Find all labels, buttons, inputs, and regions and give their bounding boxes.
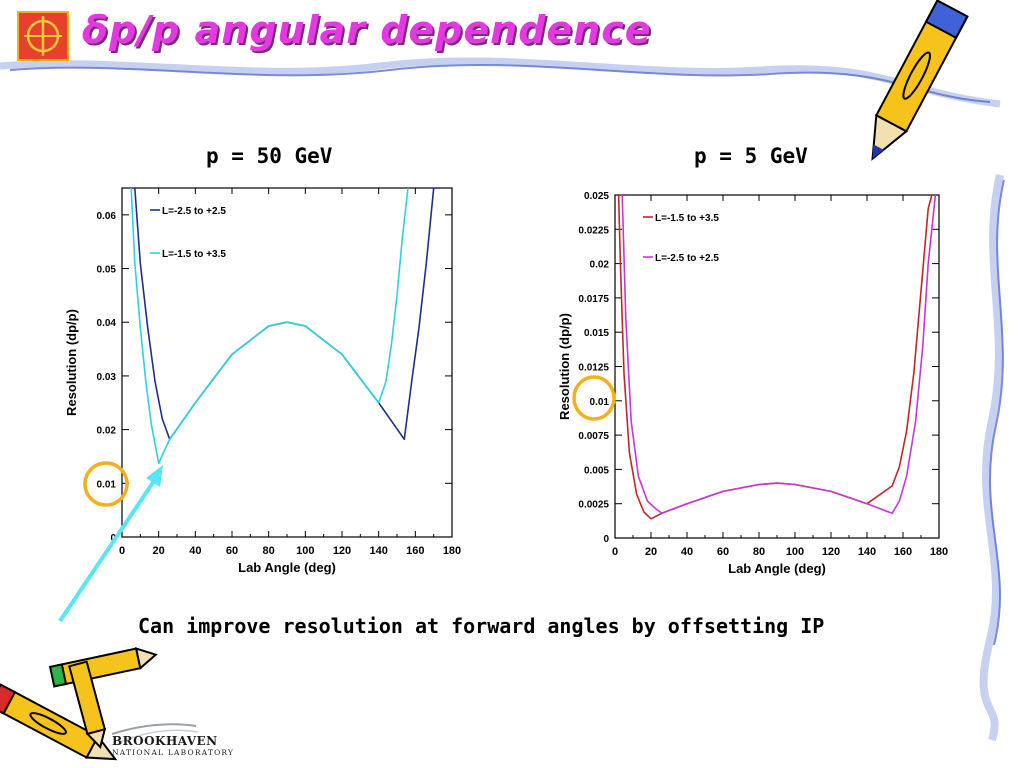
chart-2-title: p = 5 GeV [694, 144, 808, 168]
highlight-circle-left [83, 461, 129, 507]
x-tick-label: 180 [443, 545, 461, 557]
slide-title: δp/p angular dependence [82, 8, 652, 52]
series-line-2 [621, 195, 937, 515]
y-tick-label: 0.0225 [578, 225, 609, 236]
slide-caption: Can improve resolution at forward angles… [138, 614, 825, 638]
x-tick-label: 20 [153, 545, 165, 557]
legend-label: L=-1.5 to +3.5 [655, 213, 719, 224]
phenix-logo-icon [17, 11, 69, 61]
x-tick-label: 100 [296, 545, 314, 557]
annotation-arrowhead [146, 465, 163, 487]
x-tick-label: 180 [930, 546, 948, 558]
y-tick-label: 0.03 [97, 372, 117, 383]
top-ribbon-accent [9, 64, 991, 103]
brookhaven-logo-icon [111, 723, 197, 735]
x-tick-label: 0 [612, 546, 618, 558]
right-ribbon-accent [989, 179, 1005, 646]
pencil-icon [871, 0, 969, 161]
y-tick-label: 0.0125 [578, 363, 609, 374]
x-tick-label: 160 [894, 546, 912, 558]
x-tick-label: 140 [858, 546, 876, 558]
x-tick-label: 120 [333, 545, 351, 557]
lab-subtitle: NATIONAL LABORATORY [112, 748, 235, 757]
y-tick-label: 0.005 [584, 465, 609, 476]
series-line-2 [130, 188, 409, 465]
x-tick-label: 60 [717, 546, 729, 558]
x-tick-label: 60 [226, 545, 238, 557]
y-tick-label: 0.015 [584, 328, 609, 339]
right-ribbon [979, 174, 1004, 742]
highlight-circle-right [572, 375, 616, 421]
crossed-pencils-icon [0, 647, 158, 761]
chart-1-title: p = 50 GeV [206, 144, 333, 168]
x-tick-label: 0 [119, 545, 125, 557]
y-tick-label: 0.04 [97, 318, 117, 329]
y-tick-label: 0.02 [97, 426, 117, 437]
x-tick-label: 40 [189, 545, 201, 557]
y-tick-label: 0.025 [584, 191, 609, 202]
legend-label: L=-1.5 to +3.5 [162, 249, 226, 260]
y-tick-label: 0.01 [97, 479, 117, 490]
lab-name: BROOKHAVEN [112, 734, 218, 748]
x-tick-label: 80 [753, 546, 765, 558]
y-axis-label: Resolution (dp/p) [64, 309, 79, 416]
x-tick-label: 80 [263, 545, 275, 557]
y-tick-label: 0 [603, 534, 609, 545]
series-group [617, 195, 937, 520]
x-tick-label: 120 [822, 546, 840, 558]
x-tick-label: 40 [681, 546, 693, 558]
y-tick-label: 0.0175 [578, 294, 609, 305]
legend-label: L=-2.5 to +2.5 [655, 253, 719, 264]
y-tick-label: 0.0075 [578, 431, 609, 442]
y-tick-label: 0.0025 [578, 500, 609, 511]
y-tick-label: 0.05 [97, 265, 117, 276]
x-tick-label: 140 [369, 545, 387, 557]
annotation-arrow [58, 476, 158, 623]
x-axis-label: Lab Angle (deg) [728, 561, 826, 576]
x-tick-label: 160 [406, 545, 424, 557]
x-axis-label: Lab Angle (deg) [238, 560, 336, 575]
y-tick-label: 0.02 [590, 260, 610, 271]
y-tick-label: 0.06 [97, 211, 117, 222]
legend-label: L=-2.5 to +2.5 [162, 206, 226, 217]
y-axis-label: Resolution (dp/p) [557, 313, 572, 420]
x-tick-label: 100 [786, 546, 804, 558]
series-group [130, 188, 440, 465]
y-tick-label: 0.01 [590, 397, 610, 408]
x-tick-label: 20 [645, 546, 657, 558]
top-ribbon [0, 57, 1001, 108]
